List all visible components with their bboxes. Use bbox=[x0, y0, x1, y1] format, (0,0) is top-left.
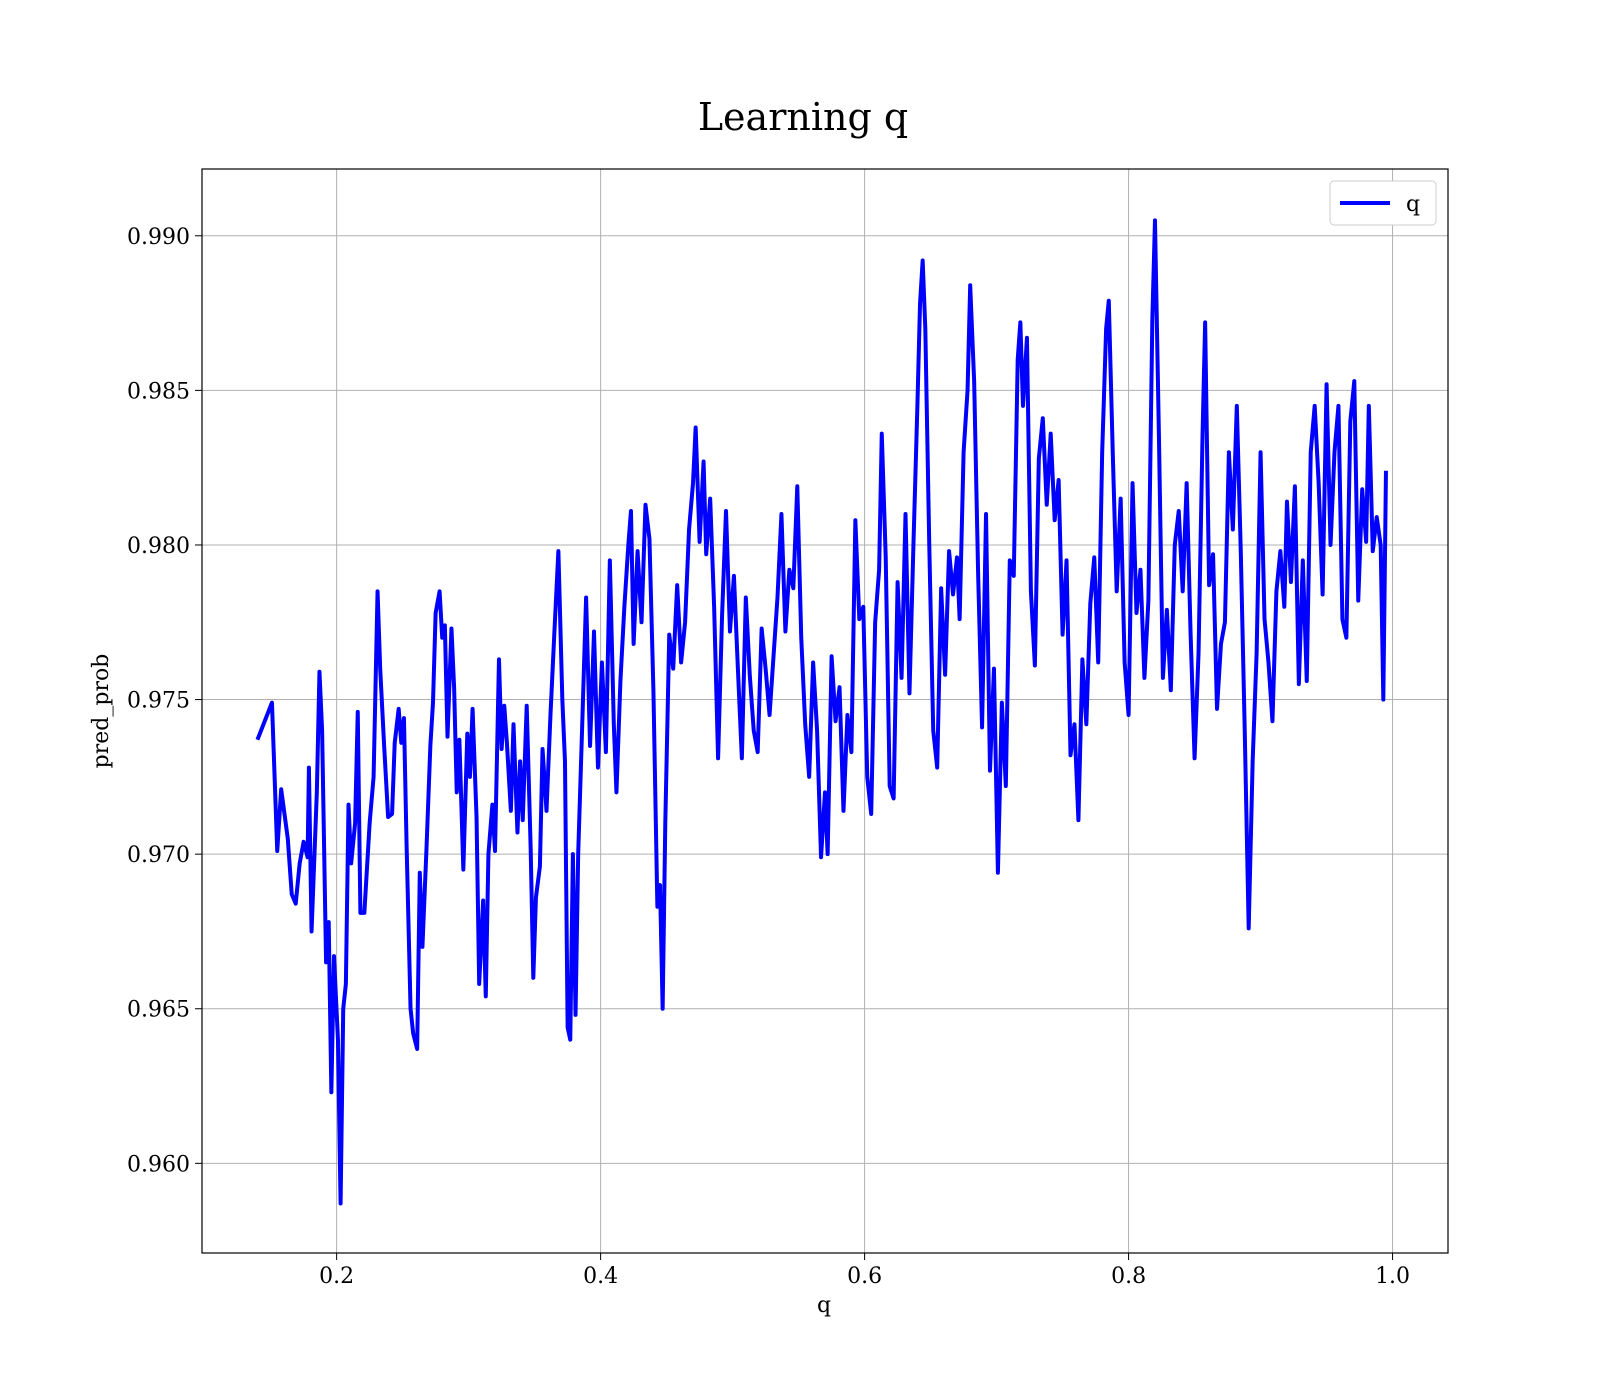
y-axis-label: pred_prob bbox=[89, 654, 114, 769]
x-tick-label: 0.4 bbox=[583, 1264, 618, 1289]
y-tick-label: 0.965 bbox=[127, 998, 190, 1023]
x-tick-label: 0.8 bbox=[1111, 1264, 1146, 1289]
y-tick-label: 0.970 bbox=[127, 843, 190, 868]
legend-label: q bbox=[1406, 192, 1420, 217]
data-line bbox=[255, 218, 1388, 1206]
x-tick-label: 0.2 bbox=[319, 1264, 354, 1289]
x-tick-label: 0.6 bbox=[847, 1264, 882, 1289]
plot-frame bbox=[201, 168, 1449, 1254]
chart-title: Learning q bbox=[698, 95, 908, 139]
y-tick-label: 0.980 bbox=[127, 534, 190, 559]
y-tick-label: 0.975 bbox=[127, 689, 190, 714]
y-tick-label: 0.990 bbox=[127, 225, 190, 250]
x-axis-label: q bbox=[817, 1293, 831, 1318]
x-tick-label: 1.0 bbox=[1375, 1264, 1410, 1289]
y-tick-label: 0.985 bbox=[127, 379, 190, 404]
y-tick-label: 0.960 bbox=[127, 1152, 190, 1177]
